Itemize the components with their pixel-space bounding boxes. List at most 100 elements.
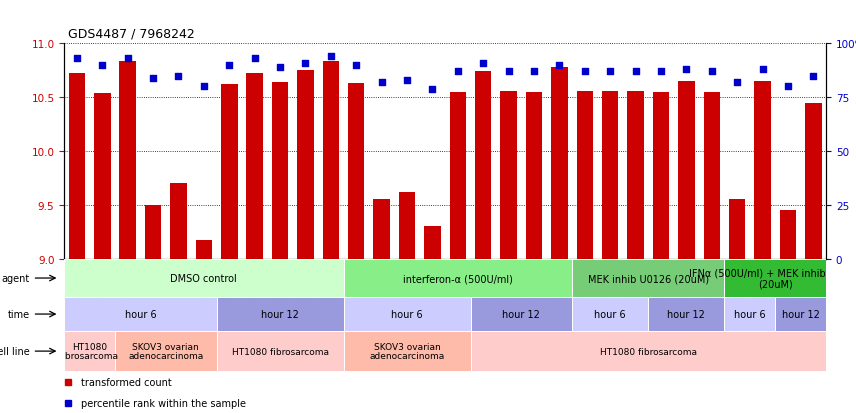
Bar (343, 260, 572, 297)
Bar (217, 332, 343, 371)
Text: hour 6: hour 6 (734, 309, 765, 319)
Point (451, 69, 465, 76)
Point (349, 62, 363, 69)
Bar (323, 62, 339, 259)
Point (527, 69, 541, 76)
Bar (145, 205, 161, 259)
Bar (471, 332, 826, 371)
Bar (526, 93, 542, 259)
Point (603, 69, 617, 76)
Text: hour 6: hour 6 (391, 309, 423, 319)
Bar (653, 93, 669, 259)
Bar (648, 298, 724, 331)
Bar (704, 93, 720, 259)
Bar (754, 82, 770, 259)
Point (502, 69, 515, 76)
Bar (572, 298, 648, 331)
Bar (373, 200, 389, 259)
Bar (678, 82, 694, 259)
Point (375, 80, 389, 86)
Bar (501, 91, 517, 259)
Bar (68, 74, 85, 259)
Text: interferon-α (500U/ml): interferon-α (500U/ml) (403, 273, 513, 283)
Point (70, 56, 84, 62)
Bar (627, 91, 644, 259)
Bar (64, 298, 217, 331)
Bar (724, 298, 776, 331)
Bar (776, 298, 826, 331)
Point (197, 84, 211, 90)
Text: IFNα (500U/ml) + MEK inhib U0126
(20uM): IFNα (500U/ml) + MEK inhib U0126 (20uM) (689, 268, 856, 289)
Text: HT1080
fibrosarcoma: HT1080 fibrosarcoma (60, 342, 119, 361)
Text: time: time (8, 309, 30, 319)
Bar (399, 192, 415, 259)
Text: transformed count: transformed count (81, 377, 172, 387)
Bar (805, 103, 822, 259)
Point (324, 54, 337, 60)
Bar (724, 260, 826, 297)
Point (730, 80, 744, 86)
Text: hour 6: hour 6 (594, 309, 626, 319)
Bar (272, 83, 288, 259)
Text: SKOV3 ovarian
adenocarcinoma: SKOV3 ovarian adenocarcinoma (370, 342, 444, 361)
Bar (572, 260, 724, 297)
Point (628, 69, 642, 76)
Bar (297, 71, 313, 259)
Text: SKOV3 ovarian
adenocarcinoma: SKOV3 ovarian adenocarcinoma (128, 342, 204, 361)
Bar (729, 200, 746, 259)
Point (704, 69, 718, 76)
Bar (120, 62, 136, 259)
Text: MEK inhib U0126 (20uM): MEK inhib U0126 (20uM) (588, 273, 709, 283)
Point (299, 60, 312, 67)
Point (400, 77, 413, 84)
Text: hour 6: hour 6 (125, 309, 156, 319)
Bar (425, 227, 441, 259)
Point (552, 62, 566, 69)
Point (95, 62, 109, 69)
Bar (475, 72, 491, 259)
Bar (602, 91, 618, 259)
Text: cell line: cell line (0, 346, 30, 356)
Bar (94, 94, 110, 259)
Text: DMSO control: DMSO control (170, 273, 237, 283)
Bar (221, 85, 237, 259)
Point (223, 62, 236, 69)
Text: percentile rank within the sample: percentile rank within the sample (81, 398, 246, 408)
Bar (343, 298, 471, 331)
Bar (64, 332, 115, 371)
Text: HT1080 fibrosarcoma: HT1080 fibrosarcoma (600, 347, 697, 356)
Point (146, 75, 160, 82)
Point (121, 56, 134, 62)
Point (171, 73, 185, 80)
Text: hour 12: hour 12 (502, 309, 540, 319)
Bar (247, 74, 263, 259)
Bar (449, 93, 466, 259)
Point (476, 60, 490, 67)
Bar (471, 298, 572, 331)
Text: GDS4487 / 7968242: GDS4487 / 7968242 (68, 27, 195, 40)
Point (578, 69, 591, 76)
Text: agent: agent (2, 273, 30, 283)
Point (654, 69, 668, 76)
Bar (780, 211, 796, 259)
Bar (343, 332, 471, 371)
Text: hour 12: hour 12 (261, 309, 299, 319)
Bar (551, 68, 568, 259)
Point (425, 86, 439, 93)
Point (806, 73, 820, 80)
Bar (217, 298, 343, 331)
Text: hour 12: hour 12 (782, 309, 819, 319)
Bar (348, 84, 365, 259)
Bar (577, 91, 593, 259)
Bar (196, 241, 212, 259)
Point (273, 64, 287, 71)
Text: hour 12: hour 12 (668, 309, 705, 319)
Point (781, 84, 794, 90)
Point (680, 66, 693, 73)
Bar (170, 184, 187, 259)
Bar (64, 260, 343, 297)
Point (756, 66, 770, 73)
Bar (115, 332, 217, 371)
Point (247, 56, 261, 62)
Text: HT1080 fibrosarcoma: HT1080 fibrosarcoma (232, 347, 329, 356)
